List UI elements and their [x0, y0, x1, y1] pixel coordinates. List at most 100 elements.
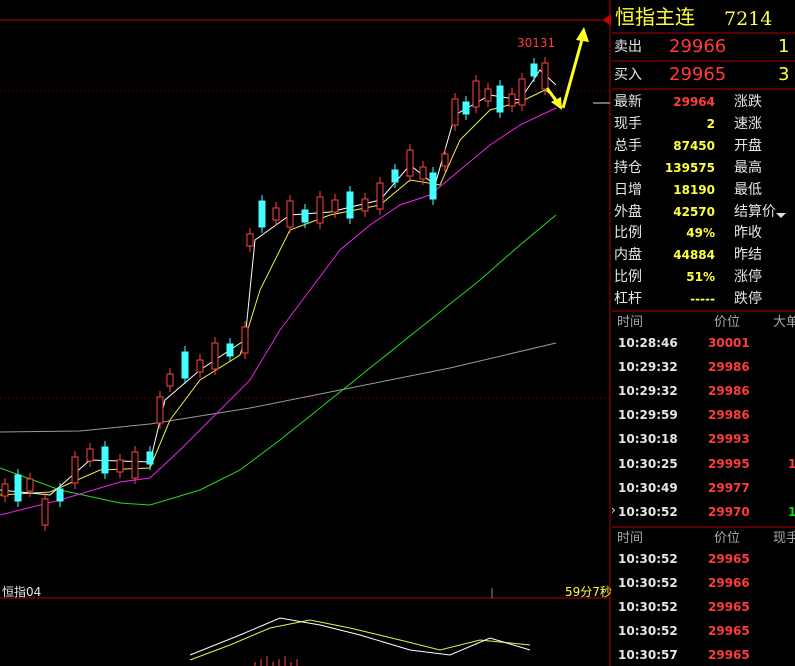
indicator-line — [189, 619, 531, 661]
quote-value: 42570 — [673, 204, 715, 219]
book-volume: 1 — [778, 36, 790, 57]
arrow — [545, 87, 559, 103]
candle-body — [246, 233, 254, 247]
candle-body — [472, 80, 480, 108]
quote-label2: 结算价 — [734, 203, 776, 220]
candle-body — [131, 451, 139, 479]
ma-line — [0, 89, 557, 496]
candle-body — [1, 483, 9, 497]
row-time: 10:29:32 — [618, 360, 678, 375]
quote-label2: 涨停 — [734, 269, 762, 286]
candle-body — [181, 351, 189, 379]
candle-body — [71, 456, 79, 484]
row-price: 29986 — [708, 384, 750, 399]
candle-body — [56, 488, 64, 502]
candle-body — [41, 498, 49, 526]
quote-value: 87450 — [673, 138, 715, 153]
quote-value: 44884 — [673, 248, 715, 263]
candle-body — [484, 88, 492, 102]
candle-body — [518, 78, 526, 106]
row-time: 10:30:52 — [618, 600, 678, 615]
candle-body — [541, 62, 549, 90]
row-time: 10:30:52 — [618, 504, 678, 519]
quote-label2: 最高 — [734, 159, 762, 176]
book-price: 29966 — [669, 36, 727, 57]
book-volume: 3 — [778, 64, 790, 85]
candle-body — [462, 101, 470, 115]
quote-label: 最新 — [614, 94, 642, 110]
quote-label: 外盘 — [614, 203, 642, 220]
quote-value: 29964 — [673, 95, 715, 109]
code: 7214 — [724, 8, 773, 30]
quote-value: 51% — [686, 270, 715, 285]
candle-body — [156, 396, 164, 424]
candle-body — [376, 182, 384, 210]
candle-body — [286, 200, 294, 228]
candle-body — [441, 153, 449, 167]
title: 恒指主连 — [615, 5, 695, 29]
row-price: 29965 — [708, 648, 750, 663]
row-time: 10:30:57 — [618, 648, 678, 663]
row-price: 29965 — [708, 600, 750, 615]
candle-body — [166, 373, 174, 387]
candle-body — [301, 209, 309, 223]
ma-line — [0, 214, 557, 506]
candles — [1, 57, 549, 666]
candle-body — [226, 343, 234, 357]
high-label: 30131 — [517, 36, 556, 50]
arrow-head — [576, 27, 589, 42]
quote-label2: 涨跌 — [734, 94, 762, 110]
quote-value: ----- — [690, 292, 715, 307]
table-header: 价位 — [714, 531, 741, 546]
quote-label2: 开盘 — [734, 137, 762, 154]
quote-value: 18190 — [673, 182, 715, 197]
candle-body — [146, 451, 154, 465]
row-price: 29965 — [708, 552, 750, 566]
row-time: 10:30:18 — [618, 432, 678, 447]
quote-label: 杠杆 — [614, 291, 642, 308]
row-time: 10:29:59 — [618, 408, 678, 423]
candle-body — [14, 474, 22, 502]
quote-label: 持仓 — [614, 159, 642, 176]
candle-body — [346, 191, 354, 219]
candle-body — [316, 196, 324, 224]
row-time: 10:30:49 — [618, 480, 678, 495]
table-header: 时间 — [617, 315, 644, 330]
indicator-line — [189, 617, 531, 656]
row-price: 29993 — [708, 432, 750, 447]
row-marker: › — [611, 503, 616, 517]
quote-value: 49% — [686, 226, 715, 241]
row-time: 10:28:46 — [618, 336, 678, 350]
row-price: 29986 — [708, 360, 750, 375]
row-price: 29977 — [708, 480, 750, 495]
candle-body — [116, 459, 124, 473]
table-header: 价位 — [714, 315, 741, 330]
row-size: 1 — [788, 456, 795, 471]
row-price: 29966 — [708, 576, 750, 591]
ma-line — [0, 69, 557, 496]
quote-label: 现手 — [614, 115, 642, 132]
book-price: 29965 — [669, 64, 727, 85]
quote-value: 139575 — [664, 160, 715, 175]
table-header: 时间 — [617, 531, 644, 546]
quote-label: 比例 — [614, 225, 642, 242]
candle-body — [258, 200, 266, 228]
table-header: 大单 — [773, 315, 795, 330]
quote-label2: 昨收 — [734, 225, 762, 242]
dropdown-icon[interactable] — [776, 213, 786, 218]
candle-body — [508, 93, 516, 107]
quote-label2: 最低 — [734, 181, 762, 198]
candle-body — [391, 169, 399, 183]
row-price: 29986 — [708, 408, 750, 423]
quote-label2: 昨结 — [734, 247, 762, 264]
candle-body — [331, 199, 339, 213]
quote-label: 比例 — [614, 269, 642, 286]
candle-body — [496, 85, 504, 113]
row-time: 10:30:52 — [618, 552, 678, 566]
quote-label2: 速涨 — [734, 115, 762, 132]
row-time: 10:29:32 — [618, 384, 678, 399]
book-label: 卖出 — [614, 39, 642, 55]
quote-label2: 跌停 — [734, 291, 762, 308]
symbol-label: 恒指04 — [2, 585, 42, 599]
